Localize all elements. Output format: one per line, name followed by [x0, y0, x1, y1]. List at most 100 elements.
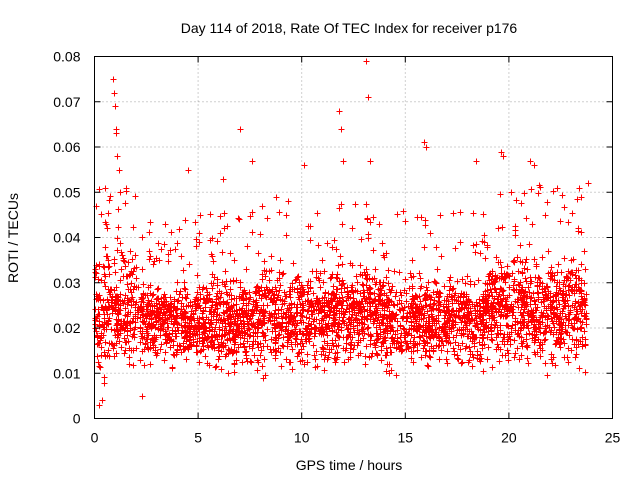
roti-point: [122, 200, 129, 207]
roti-point: [326, 307, 333, 314]
roti-point: [474, 302, 481, 309]
roti-point: [148, 298, 155, 305]
roti-point: [295, 350, 302, 357]
roti-point: [167, 311, 174, 318]
roti-point: [469, 363, 476, 370]
roti-point: [329, 337, 336, 344]
roti-point: [183, 356, 190, 363]
roti-point: [470, 354, 477, 361]
roti-point: [106, 197, 113, 204]
roti-point: [567, 307, 574, 314]
roti-point: [129, 256, 136, 263]
roti-point: [556, 279, 563, 286]
roti-point: [132, 193, 139, 200]
roti-point: [154, 286, 161, 293]
roti-point: [118, 344, 125, 351]
roti-point: [578, 261, 585, 268]
roti-point: [291, 330, 298, 337]
roti-point: [149, 307, 156, 314]
roti-point: [158, 246, 165, 253]
roti-point: [387, 349, 394, 356]
roti-point: [293, 322, 300, 329]
roti-point: [207, 211, 214, 218]
roti-point: [101, 279, 108, 286]
roti-point: [527, 280, 534, 287]
roti-point: [378, 287, 385, 294]
roti-point: [366, 354, 373, 361]
roti-point: [444, 348, 451, 355]
roti-point: [510, 258, 517, 265]
roti-point: [408, 355, 415, 362]
roti-point: [114, 235, 121, 242]
roti-point: [230, 349, 237, 356]
roti-point: [337, 253, 344, 260]
roti-point: [216, 324, 223, 331]
roti-point: [339, 221, 346, 228]
roti-point: [182, 286, 189, 293]
roti-point: [436, 356, 443, 363]
roti-point: [424, 287, 431, 294]
roti-point: [472, 249, 479, 256]
roti-point: [150, 291, 157, 298]
roti-point: [333, 329, 340, 336]
roti-point: [115, 224, 122, 231]
roti-point: [231, 257, 238, 264]
roti-point: [489, 364, 496, 371]
roti-point: [212, 334, 219, 341]
roti-point: [261, 356, 268, 363]
roti-point: [174, 279, 181, 286]
roti-point: [446, 277, 453, 284]
roti-point: [480, 211, 487, 218]
roti-point: [220, 309, 227, 316]
roti-point: [364, 215, 371, 222]
roti-point: [559, 192, 566, 199]
roti-point: [518, 200, 525, 207]
roti-point: [155, 240, 162, 247]
roti-point: [357, 271, 364, 278]
roti-point: [315, 242, 322, 249]
roti-point: [210, 258, 217, 265]
roti-point: [122, 292, 129, 299]
roti-point: [365, 324, 372, 331]
roti-point: [186, 261, 193, 268]
roti-point: [107, 193, 114, 200]
roti-point: [334, 286, 341, 293]
roti-point: [342, 309, 349, 316]
roti-point: [482, 255, 489, 262]
roti-point: [225, 370, 232, 377]
roti-point: [152, 344, 159, 351]
roti-point: [542, 212, 549, 219]
roti-point: [468, 316, 475, 323]
roti-point: [462, 319, 469, 326]
roti-point: [433, 244, 440, 251]
roti-point: [223, 289, 230, 296]
roti-point: [307, 285, 314, 292]
roti-point: [192, 332, 199, 339]
roti-point: [244, 243, 251, 250]
roti-point: [218, 348, 225, 355]
roti-point: [248, 359, 255, 366]
roti-point: [146, 256, 153, 263]
roti-point: [218, 366, 225, 373]
roti-point: [234, 327, 241, 334]
roti-point: [542, 336, 549, 343]
roti-point: [477, 351, 484, 358]
roti-point: [133, 264, 140, 271]
roti-point: [581, 248, 588, 255]
roti-point: [162, 349, 169, 356]
roti-point: [388, 335, 395, 342]
roti-point: [118, 266, 125, 273]
roti-point: [497, 259, 504, 266]
roti-point: [305, 307, 312, 314]
roti-point: [488, 336, 495, 343]
roti-point: [175, 297, 182, 304]
roti-point: [132, 324, 139, 331]
roti-point: [498, 264, 505, 271]
roti-point: [473, 241, 480, 248]
roti-point: [327, 275, 334, 282]
roti-point: [219, 249, 226, 256]
data-points: [92, 58, 592, 409]
roti-point: [499, 352, 506, 359]
roti-point: [105, 347, 112, 354]
